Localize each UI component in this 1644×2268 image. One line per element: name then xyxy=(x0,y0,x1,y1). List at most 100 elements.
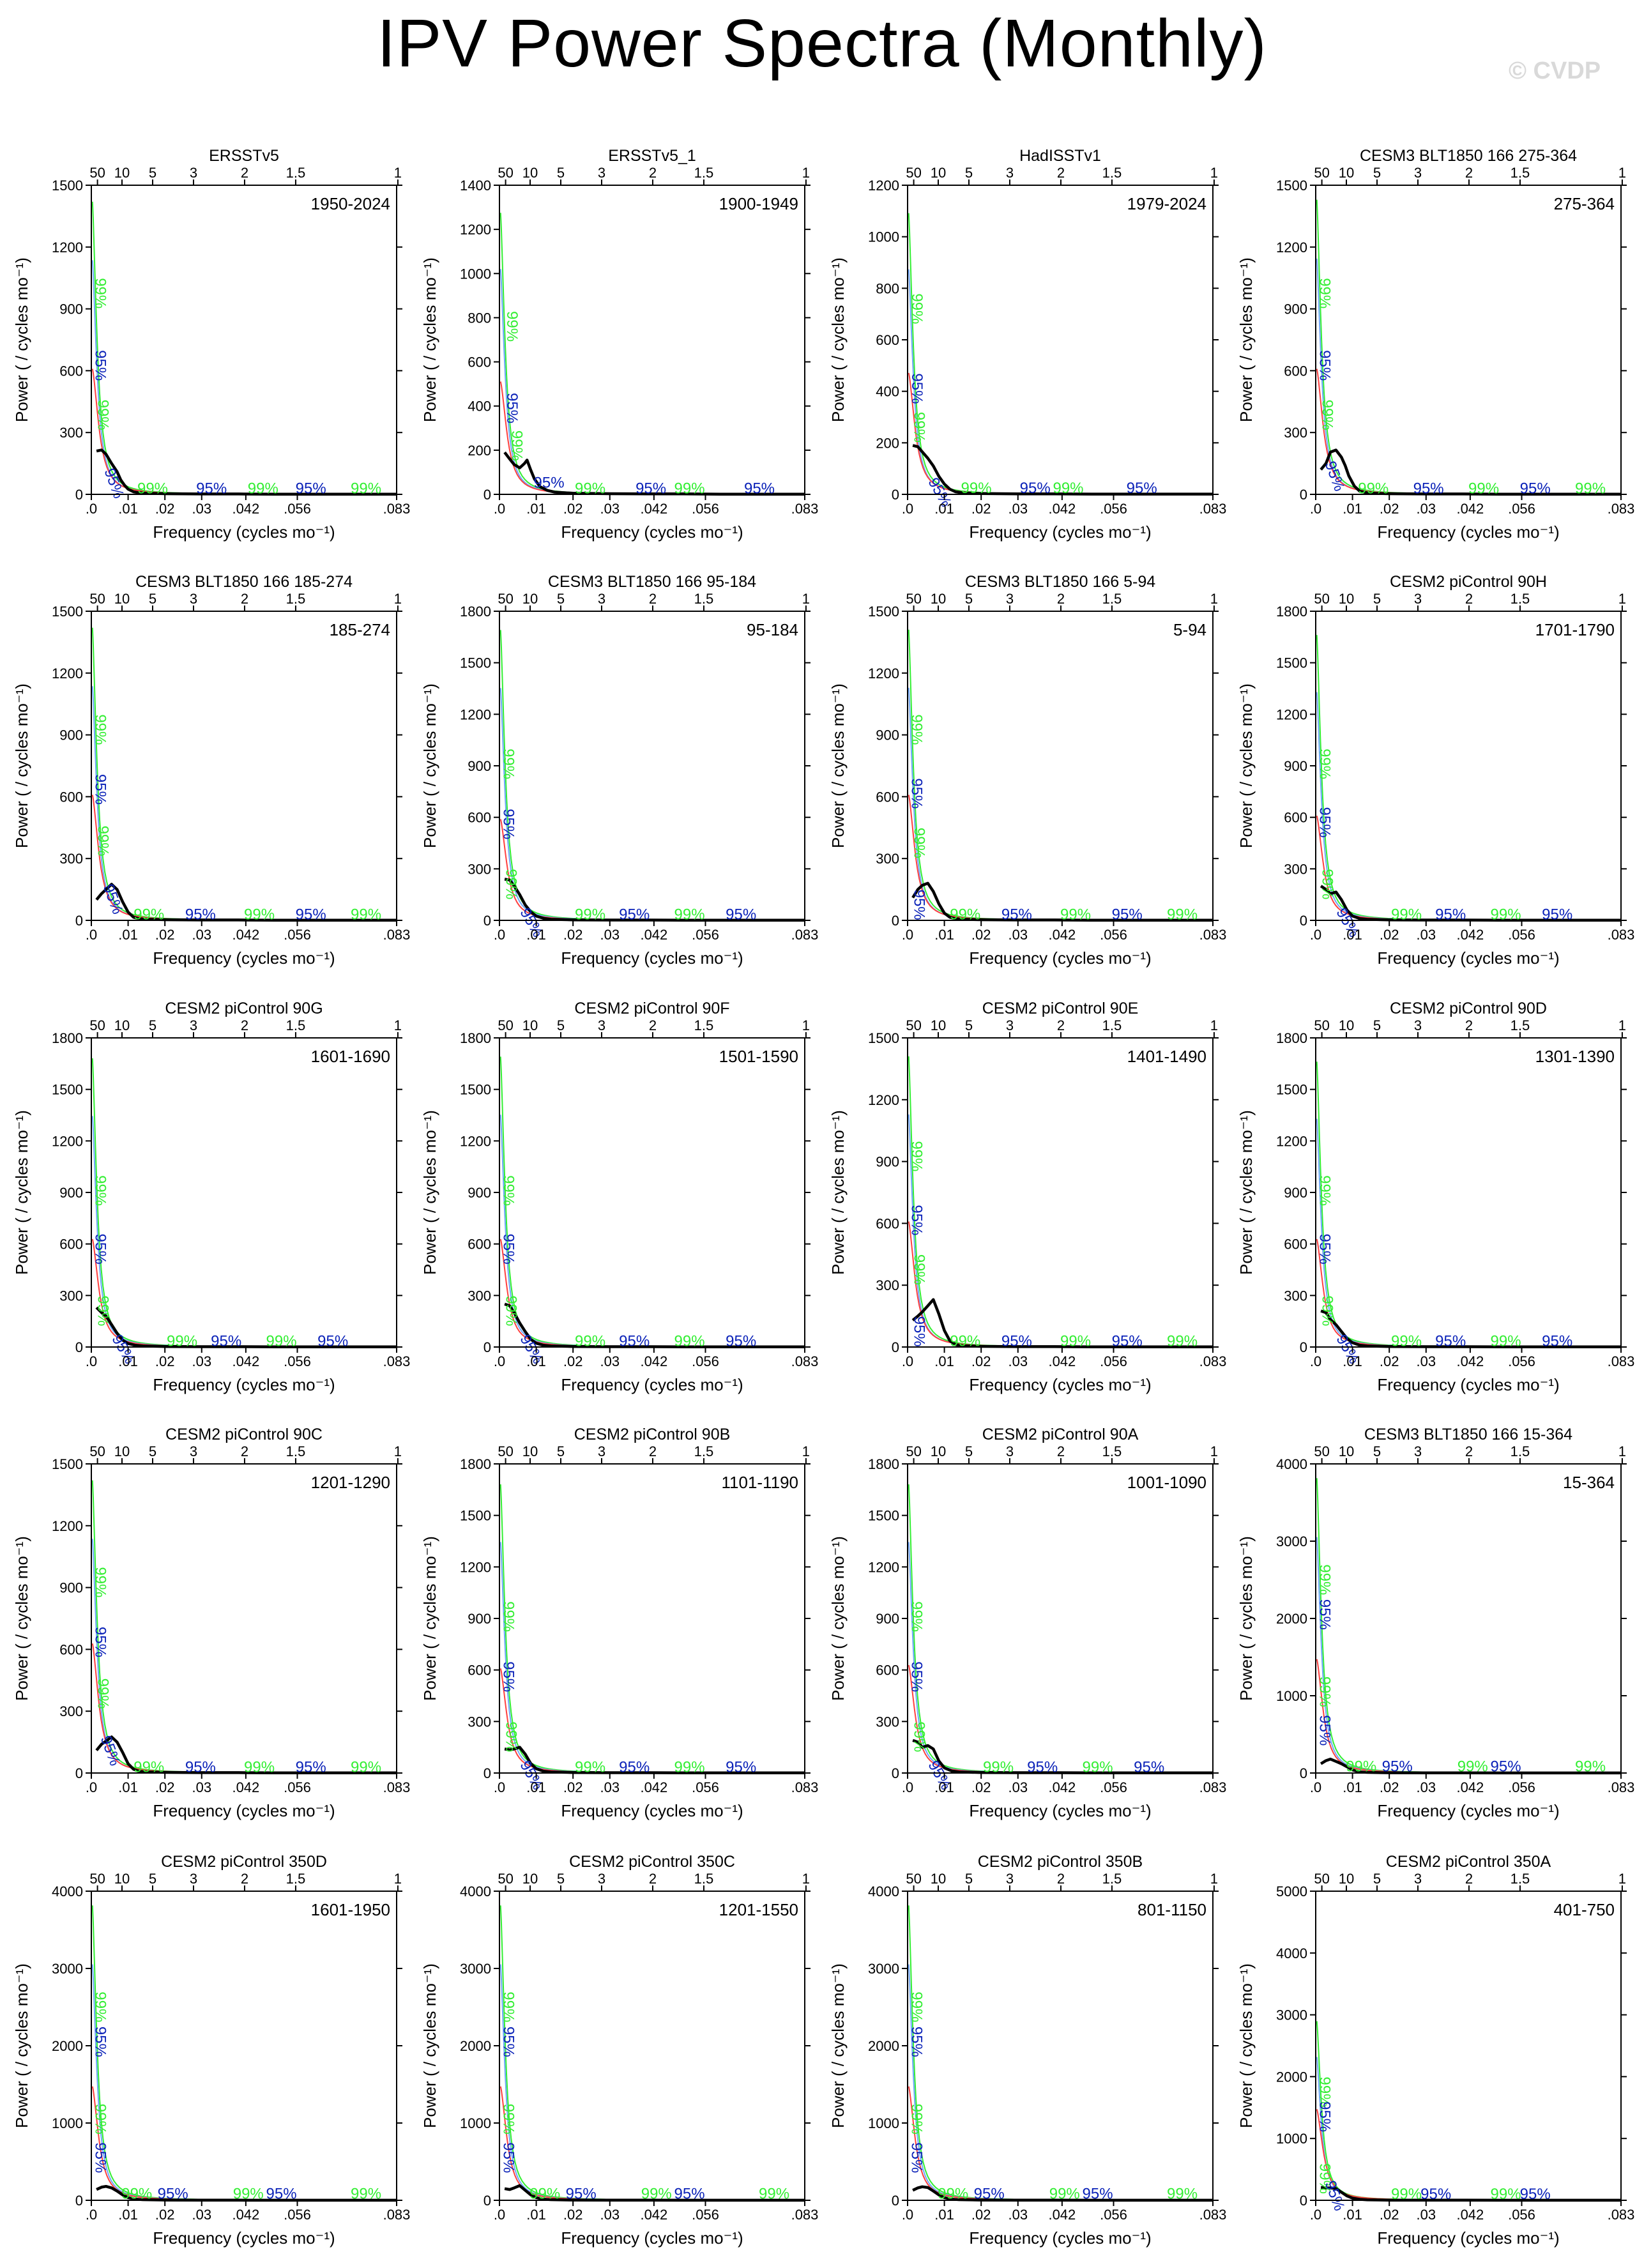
x-tick-label: .01 xyxy=(934,1779,954,1795)
x-tick-label: .083 xyxy=(383,1353,411,1369)
red-noise-curve xyxy=(908,795,1214,921)
spectrum-line xyxy=(95,1306,397,1348)
x-tick-label: .056 xyxy=(1100,1353,1127,1369)
significance-label: 95% xyxy=(91,2142,109,2173)
y-axis-label: Power ( / cycles mo⁻¹) xyxy=(828,1110,848,1275)
x-tick-label: .02 xyxy=(1380,1353,1399,1369)
conf95-curve xyxy=(1316,258,1622,495)
x-tick-label: .056 xyxy=(1508,1779,1535,1795)
x-tick-label: .01 xyxy=(1343,2207,1362,2223)
y-tick-label: 1500 xyxy=(868,604,899,620)
period-tick-label: 5 xyxy=(965,1871,973,1887)
period-tick-label: 5 xyxy=(965,165,973,181)
period-tick-label: 1.5 xyxy=(1511,591,1530,607)
y-tick-label: 0 xyxy=(892,1765,899,1781)
spectrum-panel: CESM2 piControl 90H1701-179099%95%99%95%… xyxy=(1237,573,1634,968)
y-tick-label: 600 xyxy=(876,1663,899,1678)
x-tick-label: .01 xyxy=(526,1353,546,1369)
red-noise-curve xyxy=(499,2086,805,2201)
x-tick-label: .02 xyxy=(1380,927,1399,943)
x-axis-label: Frequency (cycles mo⁻¹) xyxy=(969,1375,1151,1394)
x-tick-label: .03 xyxy=(600,1779,620,1795)
y-tick-label: 300 xyxy=(468,1714,491,1730)
y-tick-label: 900 xyxy=(1284,758,1307,774)
x-tick-label: .083 xyxy=(791,1779,819,1795)
significance-label: 95% xyxy=(91,774,109,805)
y-tick-label: 900 xyxy=(59,1185,83,1201)
x-axis-label: Frequency (cycles mo⁻¹) xyxy=(561,1375,743,1394)
x-tick-label: .03 xyxy=(1008,501,1028,517)
x-tick-label: .0 xyxy=(1310,1779,1321,1795)
significance-label: 99% xyxy=(94,826,111,856)
x-tick-label: .056 xyxy=(284,1353,311,1369)
period-tick-label: 5 xyxy=(149,1871,156,1887)
y-tick-label: 900 xyxy=(468,1185,491,1201)
period-tick-label: 10 xyxy=(1339,1871,1354,1887)
conf95-curve xyxy=(91,686,397,921)
x-tick-label: .042 xyxy=(1456,1353,1484,1369)
period-tick-label: 10 xyxy=(114,591,130,607)
period-tick-label: 10 xyxy=(114,165,130,181)
x-tick-label: .01 xyxy=(526,2207,546,2223)
x-tick-label: .042 xyxy=(1048,2207,1076,2223)
spectrum-panel: CESM2 piControl 90A1001-109099%95%99%95%… xyxy=(828,1426,1226,1820)
x-tick-label: .0 xyxy=(494,1779,505,1795)
period-tick-label: 50 xyxy=(89,165,105,181)
significance-label: 99% xyxy=(1316,2076,1333,2107)
x-tick-label: .042 xyxy=(1048,1353,1076,1369)
x-tick-label: .01 xyxy=(526,1779,546,1795)
y-tick-label: 600 xyxy=(876,789,899,805)
conf99-curve xyxy=(499,1484,805,1774)
y-tick-label: 900 xyxy=(59,301,83,317)
x-tick-label: .0 xyxy=(86,1353,97,1369)
period-tick-label: 5 xyxy=(965,1443,973,1459)
period-tick-label: 2 xyxy=(1465,165,1473,181)
significance-label: 95% xyxy=(503,393,521,423)
significance-label: 99% xyxy=(1318,1295,1336,1326)
conf99-curve xyxy=(908,629,1213,921)
x-tick-label: .02 xyxy=(563,2207,583,2223)
period-tick-label: 10 xyxy=(931,165,946,181)
panel-title: CESM2 piControl 90H xyxy=(1390,573,1547,591)
panel-title: CESM2 piControl 90F xyxy=(574,1000,729,1017)
period-tick-label: 2 xyxy=(649,165,657,181)
y-tick-label: 300 xyxy=(59,851,83,867)
y-tick-label: 1000 xyxy=(868,229,899,245)
conf95-curve xyxy=(499,1542,805,1774)
panel-title: CESM2 piControl 90G xyxy=(165,1000,323,1017)
x-tick-label: .03 xyxy=(1008,1353,1028,1369)
significance-label: 99% xyxy=(908,714,925,745)
x-tick-label: .01 xyxy=(1343,1779,1362,1795)
x-axis-label: Frequency (cycles mo⁻¹) xyxy=(969,1801,1151,1820)
plot-frame xyxy=(91,1891,397,2201)
significance-label: 99% xyxy=(910,1254,927,1285)
y-tick-label: 1800 xyxy=(460,1456,491,1472)
period-tick-label: 5 xyxy=(149,165,156,181)
period-tick-label: 3 xyxy=(598,165,605,181)
y-tick-label: 1200 xyxy=(460,706,491,722)
period-tick-label: 1.5 xyxy=(1511,165,1530,181)
significance-label: 95% xyxy=(908,2027,925,2057)
x-tick-label: .0 xyxy=(902,1779,913,1795)
y-tick-label: 0 xyxy=(75,2193,83,2209)
period-tick-label: 1.5 xyxy=(1102,165,1122,181)
period-tick-label: 3 xyxy=(1006,165,1014,181)
y-tick-label: 800 xyxy=(876,280,899,296)
significance-label: 99% xyxy=(91,714,109,745)
y-tick-label: 4000 xyxy=(1276,1456,1307,1472)
y-tick-label: 0 xyxy=(75,487,83,503)
panel-period: 5-94 xyxy=(1173,620,1206,639)
x-tick-label: .03 xyxy=(192,927,211,943)
plot-frame xyxy=(91,185,397,495)
significance-label: 95% xyxy=(534,475,565,492)
period-tick-label: 50 xyxy=(906,1871,921,1887)
x-tick-label: .056 xyxy=(1508,2207,1535,2223)
y-tick-label: 0 xyxy=(892,1339,899,1355)
x-tick-label: .02 xyxy=(1380,1779,1399,1795)
x-tick-label: .02 xyxy=(563,1779,583,1795)
y-tick-label: 1200 xyxy=(52,666,83,681)
x-tick-label: .01 xyxy=(118,1353,138,1369)
spectrum-panel: CESM2 piControl 90C 1201-1290 99% 95% 99% 95%… xyxy=(12,1426,410,1820)
